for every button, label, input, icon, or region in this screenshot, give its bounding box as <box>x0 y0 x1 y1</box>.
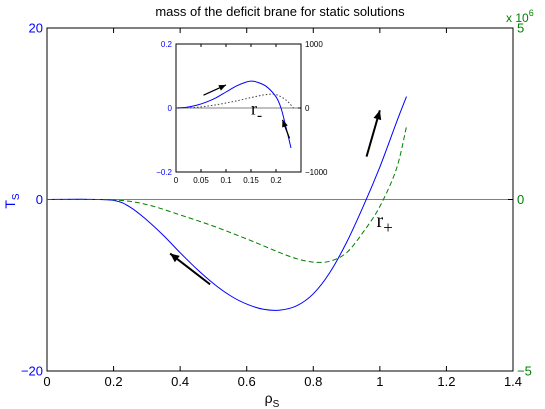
right-axis-multiplier-base: x 10 <box>506 11 529 25</box>
main-y-tick-label-left: 0 <box>36 192 43 207</box>
main-arrow-head <box>170 253 180 263</box>
y-axis-label-main: T <box>2 200 18 209</box>
inset-y-tick-label-right: 1000 <box>305 40 323 49</box>
inset-series-line-1 <box>175 80 292 149</box>
main-series-line-2 <box>46 126 407 263</box>
y-axis-label-sub: S <box>11 193 22 200</box>
x-axis-label: ρS <box>265 390 280 409</box>
inset-y-tick-label-left: 0 <box>168 104 173 113</box>
main-arrow-head <box>373 110 382 121</box>
inset-x-tick-label: 0.1 <box>220 176 232 185</box>
inset-y-tick-label-left: 0.2 <box>161 40 173 49</box>
inset-x-tick-label: 0 <box>174 176 179 185</box>
inset-x-tick-label: 0.2 <box>270 176 282 185</box>
main-x-tick-label: 1.4 <box>504 374 522 389</box>
main-x-tick-label: 1.2 <box>437 374 455 389</box>
main-annotations-group: r+ <box>169 110 393 286</box>
inset-arrow-head <box>282 119 288 128</box>
x-axis-label-sub: S <box>273 399 280 409</box>
main-x-tick-label: 0 <box>43 374 50 389</box>
main-y-tick-label-right: 5 <box>517 21 524 36</box>
inset-annotations-group: r- <box>203 84 291 139</box>
main-y-tick-label-right: 0 <box>517 192 524 207</box>
main-series-group <box>46 96 407 311</box>
main-x-tick-label: 0.4 <box>171 374 189 389</box>
inset-arrow-head <box>218 84 226 91</box>
chart-title: mass of the deficit brane for static sol… <box>155 4 405 19</box>
main-series-line-1 <box>46 96 407 311</box>
main-y-tick-label-right: −5 <box>517 364 532 379</box>
inset-y-tick-label-right: −1000 <box>305 168 328 177</box>
main-y-tick-label-left: 20 <box>29 21 43 36</box>
main-x-tick-label: 0.2 <box>105 374 123 389</box>
inset-y-tick-label-left: −0.2 <box>156 168 172 177</box>
inset-series-group <box>175 80 294 149</box>
main-annotation-label: r+ <box>377 210 393 237</box>
inset-x-tick-label: 0.15 <box>243 176 259 185</box>
main-y-tick-label-left: −20 <box>21 364 43 379</box>
right-axis-multiplier: x 106 <box>506 8 534 25</box>
inset-x-tick-label: 0.05 <box>193 176 209 185</box>
inset-y-tick-label-right: 0 <box>305 104 310 113</box>
y-axis-label: TS <box>2 193 22 209</box>
inset-series-line-2 <box>175 93 294 109</box>
main-x-tick-label: 0.6 <box>238 374 256 389</box>
inset-annotation-label: r- <box>251 98 262 123</box>
main-x-tick-label: 1 <box>376 374 383 389</box>
x-axis-label-main: ρ <box>265 390 273 406</box>
main-x-tick-label: 0.8 <box>304 374 322 389</box>
right-axis-multiplier-exponent: 6 <box>529 8 534 18</box>
